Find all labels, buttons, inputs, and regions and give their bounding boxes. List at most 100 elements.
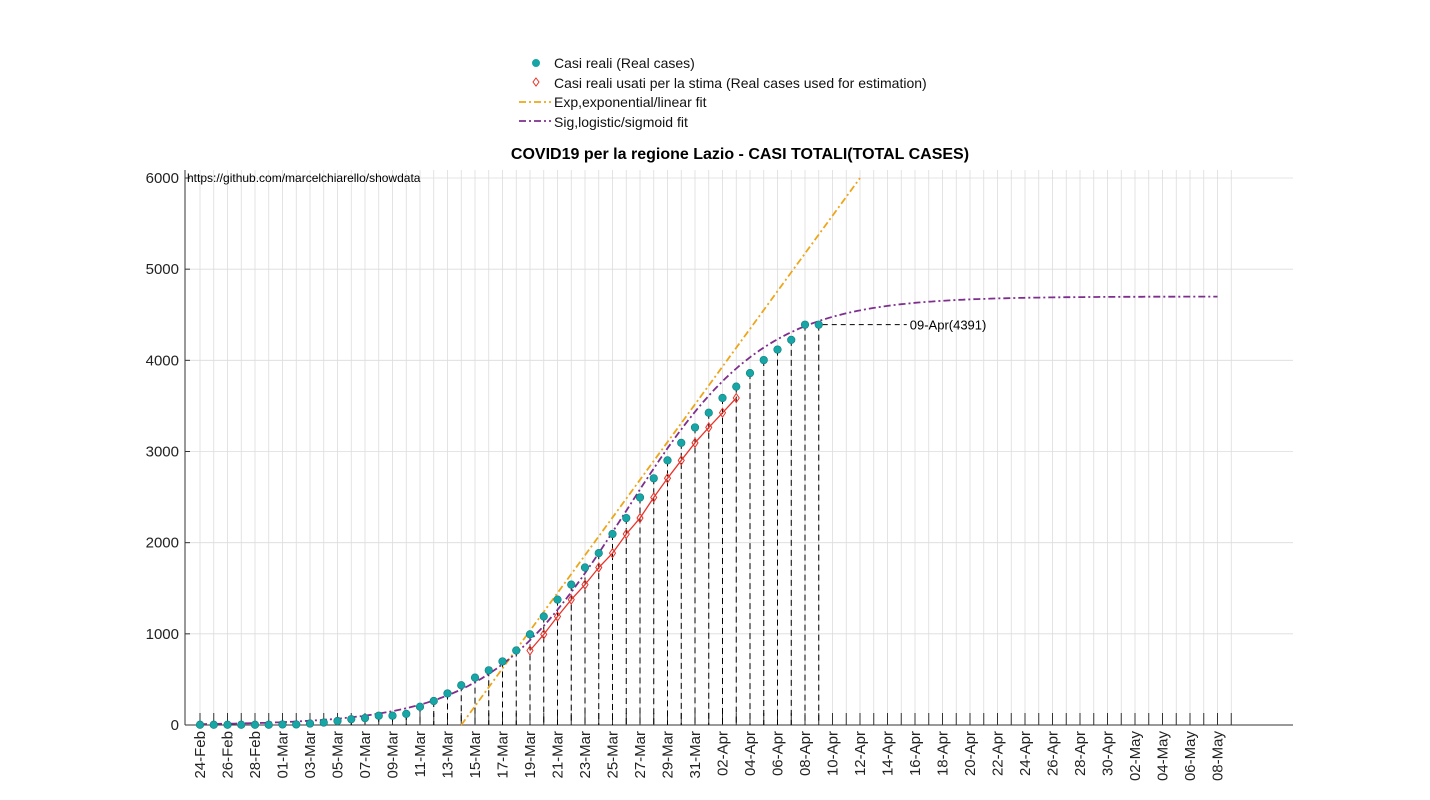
real-case-point	[732, 382, 741, 391]
real-case-point	[415, 702, 425, 711]
real-case-point	[759, 355, 768, 365]
estimation-point	[732, 392, 740, 404]
x-tick-label: 24-Apr	[1017, 731, 1034, 776]
real-case-point	[553, 595, 562, 604]
x-tick-label: 16-Apr	[907, 731, 924, 776]
x-tick-label: 26-Apr	[1045, 731, 1062, 776]
estimation-point	[608, 547, 617, 559]
x-tick-label: 29-Mar	[660, 731, 677, 779]
estimation-point	[636, 512, 644, 524]
fit-curves	[200, 177, 1218, 726]
estimation-point	[526, 645, 534, 656]
real-case-point	[663, 456, 672, 465]
real-case-point	[677, 438, 686, 447]
legend-label-estimation-cases: Casi reali usati per la stima (Real case…	[554, 75, 927, 91]
estimation-point	[705, 422, 713, 433]
annotation-label: 09-Apr(4391)	[910, 318, 987, 333]
real-case-point	[347, 715, 356, 724]
real-case-point	[443, 689, 452, 698]
real-case-point	[635, 493, 645, 502]
x-tick-label: 26-Feb	[220, 731, 237, 779]
x-tick-label: 01-Mar	[275, 731, 292, 779]
data-markers	[195, 320, 823, 729]
x-tick-label: 03-Mar	[302, 731, 319, 779]
estimation-point	[553, 611, 562, 622]
x-tick-label: 12-Apr	[852, 731, 869, 776]
estimation-point	[677, 454, 685, 466]
real-case-point	[360, 713, 370, 723]
y-tick-label: 2000	[146, 535, 179, 552]
y-tick-label: 3000	[146, 444, 179, 461]
real-case-point	[333, 716, 342, 726]
real-case-point	[457, 681, 466, 690]
real-case-point	[704, 408, 713, 417]
sigmoid-fit-line	[200, 295, 1218, 725]
x-tick-label: 23-Mar	[577, 731, 594, 779]
x-tick-label: 28-Apr	[1072, 731, 1089, 776]
real-case-point	[787, 335, 796, 345]
real-case-point	[649, 474, 658, 483]
x-tick-label: 02-Apr	[715, 731, 732, 776]
real-case-point	[319, 718, 328, 727]
source-watermark: https://github.com/marcelchiarello/showd…	[187, 171, 421, 185]
estimation-point	[663, 472, 672, 484]
x-tick-label: 17-Mar	[495, 731, 512, 779]
real-case-point	[484, 666, 493, 675]
x-tick-label: 04-May	[1155, 731, 1172, 782]
estimation-point	[540, 628, 548, 640]
y-tick-label: 5000	[146, 261, 179, 278]
x-tick-label: 21-Mar	[550, 731, 567, 779]
real-case-point	[608, 529, 617, 539]
real-case-point	[292, 720, 301, 729]
real-case-point	[745, 368, 755, 378]
estimation-point	[691, 437, 699, 449]
y-tick-label: 4000	[146, 352, 179, 369]
real-case-point	[250, 720, 260, 729]
x-tick-label: 10-Apr	[825, 731, 842, 776]
real-case-point	[388, 711, 397, 720]
real-case-point	[402, 709, 411, 718]
x-tick-label: 28-Feb	[247, 731, 264, 779]
real-case-point	[237, 720, 246, 729]
real-case-point	[195, 720, 205, 729]
real-case-point	[498, 657, 507, 666]
real-case-point	[814, 320, 823, 329]
x-tick-label: 08-Apr	[797, 731, 814, 776]
x-tick-label: 22-Apr	[990, 731, 1007, 776]
x-tick-label: 31-Mar	[687, 731, 704, 779]
real-case-point	[622, 513, 631, 523]
real-case-point	[567, 580, 576, 589]
x-tick-label: 04-Apr	[742, 731, 759, 776]
x-tick-label: 05-Mar	[330, 731, 347, 779]
x-tick-label: 25-Mar	[605, 731, 622, 779]
grid	[185, 170, 1293, 726]
real-case-point	[278, 720, 287, 729]
legend: Casi reali (Real cases) Casi reali usati…	[519, 55, 927, 130]
y-tick-label: 1000	[146, 626, 179, 643]
x-tick-label: 15-Mar	[467, 731, 484, 779]
real-case-point	[800, 320, 810, 329]
legend-marker-estimation-cases	[532, 77, 540, 87]
legend-label-exp-fit: Exp,exponential/linear fit	[554, 94, 707, 110]
real-case-point	[539, 612, 548, 621]
real-case-point	[594, 549, 603, 558]
x-tick-label: 20-Apr	[962, 731, 979, 776]
x-tick-label: 24-Feb	[192, 731, 209, 779]
estimation-connector-line	[529, 397, 737, 651]
real-case-point	[374, 711, 383, 720]
estimation-point	[595, 562, 603, 573]
y-tick-label: 6000	[146, 170, 179, 187]
real-case-point	[718, 393, 727, 403]
x-tick-label: 09-Mar	[385, 731, 402, 779]
real-case-point	[470, 673, 480, 682]
x-tick-label: 18-Apr	[935, 731, 952, 776]
legend-label-sig-fit: Sig,logistic/sigmoid fit	[554, 114, 688, 130]
chart-title: COVID19 per la regione Lazio - CASI TOTA…	[511, 146, 969, 163]
legend-marker-real-cases	[532, 59, 540, 67]
real-case-point	[305, 719, 315, 728]
annotation: 09-Apr(4391)	[822, 318, 987, 333]
x-tick-label: 06-May	[1182, 731, 1199, 782]
real-case-point	[525, 630, 535, 639]
estimation-point	[718, 407, 727, 419]
